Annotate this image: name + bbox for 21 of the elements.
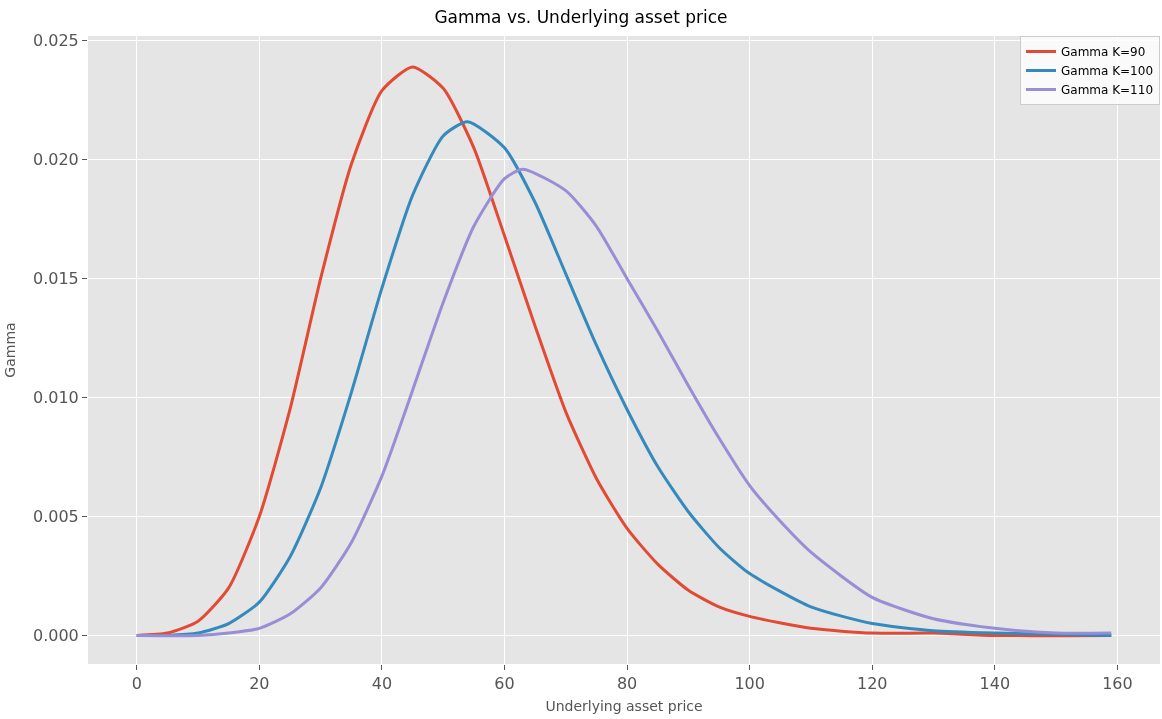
- y-tick-label: 0.020: [32, 150, 79, 170]
- x-tick-label: 40: [371, 674, 393, 694]
- x-tick-label: 100: [734, 674, 765, 694]
- x-tick-label: 140: [979, 674, 1011, 694]
- x-axis-title: Underlying asset price: [545, 697, 703, 714]
- x-tick-label: 160: [1102, 674, 1133, 694]
- legend-label: Gamma K=90: [1061, 45, 1146, 60]
- y-tick-label: 0.025: [32, 31, 79, 51]
- y-tick-label: 0.000: [32, 626, 79, 646]
- x-tick-label: 120: [856, 674, 888, 694]
- legend-label: Gamma K=100: [1061, 64, 1154, 79]
- legend-label: Gamma K=110: [1061, 83, 1154, 98]
- x-tick-label: 60: [494, 674, 515, 694]
- y-tick-label: 0.015: [32, 269, 79, 289]
- chart-title: Gamma vs. Underlying asset price: [434, 6, 728, 27]
- x-tick-label: 0: [131, 674, 142, 694]
- x-tick-label: 20: [249, 674, 270, 694]
- y-tick-label: 0.005: [32, 507, 79, 527]
- y-tick-label: 0.010: [32, 388, 79, 408]
- x-tick-label: 80: [616, 674, 638, 694]
- y-axis-title: Gamma: [1, 322, 18, 378]
